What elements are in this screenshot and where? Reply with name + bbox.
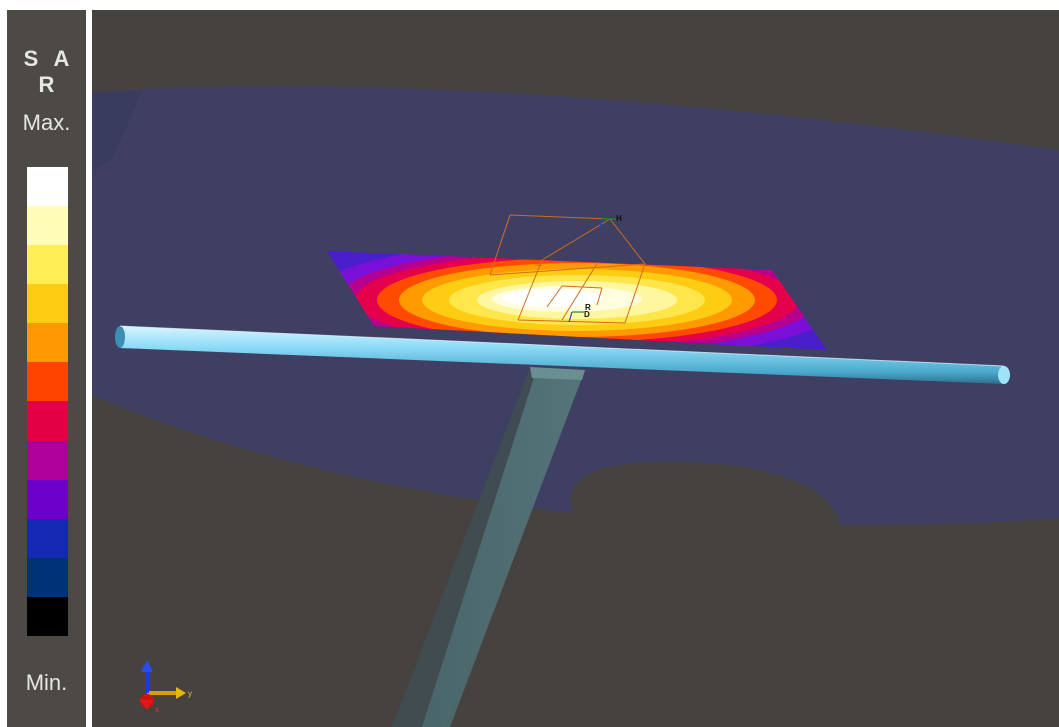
color-scale-swatch [27,401,68,441]
probe-marker-top: H [599,214,622,229]
scene-canvas[interactable]: H R D y [92,10,1059,727]
color-scale-swatch [27,518,68,558]
color-scale-swatch [27,479,68,519]
sar-distribution-plane [327,251,827,350]
color-scale-swatch [27,245,68,285]
color-scale-swatch [27,323,68,363]
color-scale-swatch [27,284,68,324]
probe-wireframe-box [489,214,646,324]
color-scale-swatch [27,557,68,597]
probe-marker-r-label: R [585,303,591,312]
orientation-triad-icon: y x [139,660,192,714]
color-scale-swatch [27,596,68,636]
probe-marker-bottom: R D [568,303,591,323]
probe-stem [392,367,585,727]
sar-legend-panel: S A R Max. Min. [7,10,86,727]
legend-title: S A R [23,46,75,97]
probe-marker-top-label: H [616,214,622,223]
probe-marker-d-label: D [584,310,590,319]
feed-rod-cylinder [115,325,1010,384]
color-scale-swatch [27,362,68,402]
legend-min-label: Min. [25,670,68,695]
color-scale-swatch [27,206,68,246]
axis-x-label: x [155,705,159,714]
color-scale-swatch [27,440,68,480]
color-scale-swatch [27,167,68,207]
3d-viewport[interactable]: H R D y [92,10,1059,727]
color-scale-bar [27,167,68,636]
legend-max-label: Max. [22,110,71,135]
axis-y-label: y [188,689,192,698]
